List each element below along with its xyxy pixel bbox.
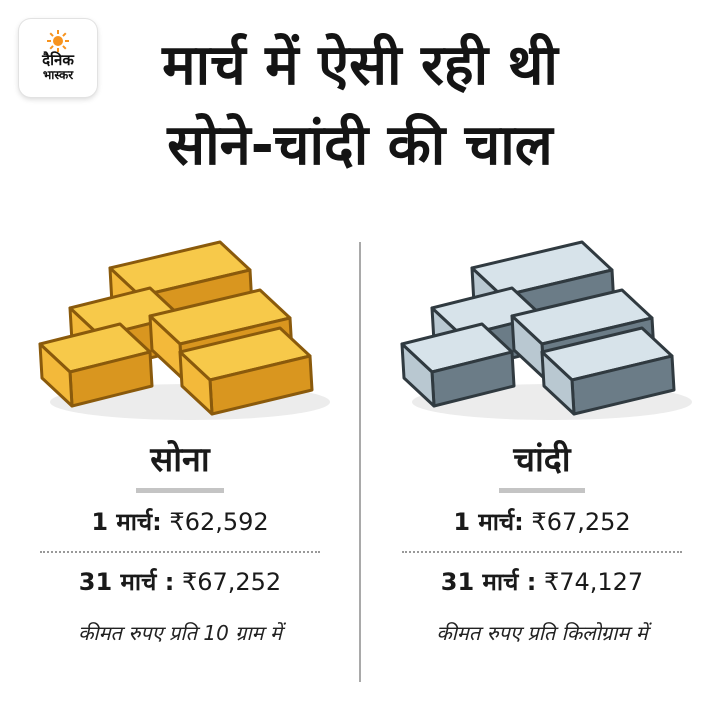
gold-column: सोना 1 मार्च: ₹62,592 31 मार्च : ₹67,252… (0, 220, 360, 646)
silver-bar-stack (400, 240, 676, 416)
logo-line1: दैनिक (42, 51, 74, 69)
gold-price-row-2: 31 मार्च : ₹67,252 (40, 567, 320, 597)
logo-line2: भास्कर (42, 68, 74, 82)
silver-price-row-2: 31 मार्च : ₹74,127 (402, 567, 682, 597)
gold-price-label-2: 31 मार्च : (78, 568, 175, 596)
sun-icon (47, 30, 69, 52)
silver-price-row-1: 1 मार्च: ₹67,252 (402, 507, 682, 553)
gold-price-value-2: ₹67,252 (181, 568, 282, 596)
silver-name: चांदी (499, 438, 585, 493)
gold-bar-stack (38, 240, 314, 416)
page-title: मार्च में ऐसी रही थी सोने-चांदी की चाल (100, 26, 620, 186)
silver-price-value-2: ₹74,127 (543, 568, 644, 596)
gold-name: सोना (136, 438, 224, 493)
gold-price-label-1: 1 मार्च: (91, 508, 162, 536)
title-line1: मार्च में ऐसी रही थी (162, 33, 558, 98)
silver-price-unit-note: कीमत रुपए प्रति किलोग्राम में (436, 621, 648, 645)
title-line2: सोने-चांदी की चाल (167, 113, 553, 178)
gold-bars-illustration (38, 240, 330, 420)
silver-price-label-1: 1 मार्च: (453, 508, 524, 536)
gold-price-value-1: ₹62,592 (169, 508, 269, 536)
column-divider (359, 242, 361, 682)
silver-price-label-2: 31 मार्च : (440, 568, 537, 596)
silver-price-value-1: ₹67,252 (531, 508, 631, 536)
gold-price-row-1: 1 मार्च: ₹62,592 (40, 507, 320, 553)
dainik-bhaskar-logo: दैनिक भास्कर (19, 19, 97, 97)
gold-price-unit-note: कीमत रुपए प्रति 10 ग्राम में (78, 621, 282, 645)
silver-bars-illustration (400, 240, 692, 420)
silver-column: चांदी 1 मार्च: ₹67,252 31 मार्च : ₹74,12… (362, 220, 720, 646)
